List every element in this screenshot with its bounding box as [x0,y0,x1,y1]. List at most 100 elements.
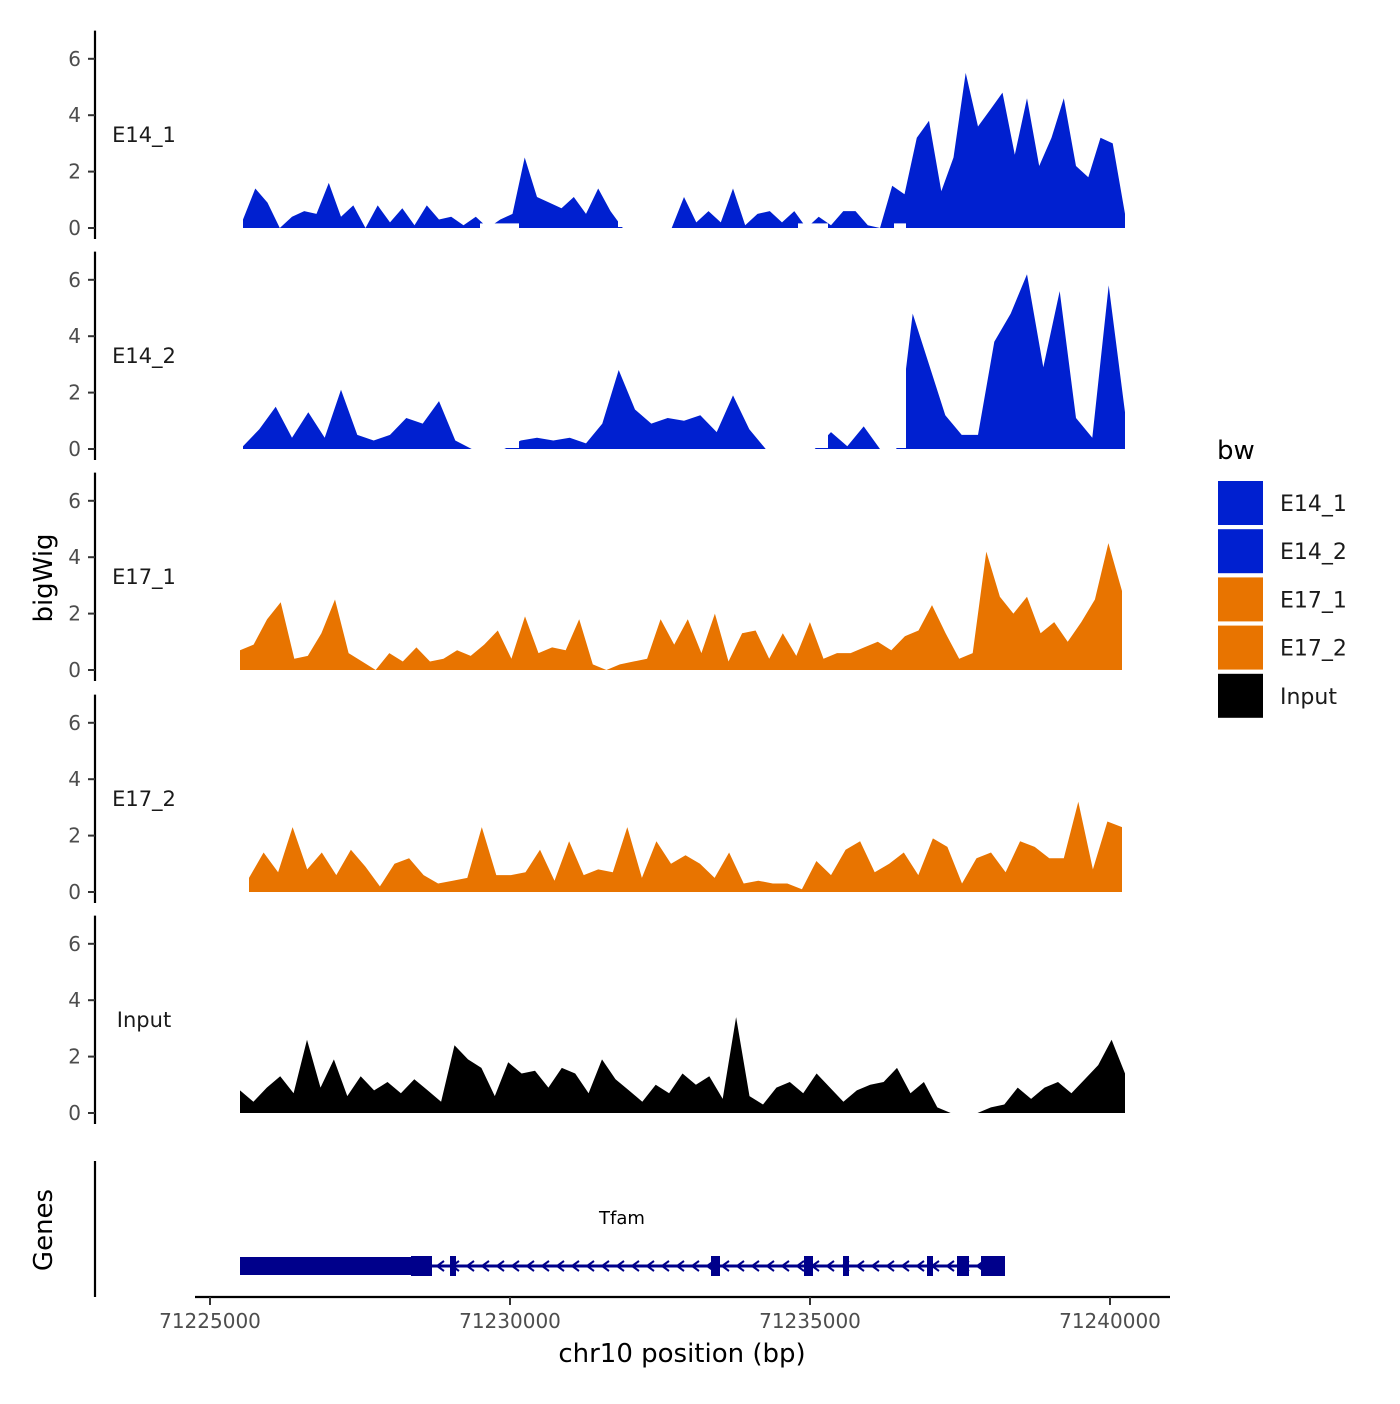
y-tick-label: 2 [68,824,81,848]
y-tick-label: 4 [68,324,81,348]
signal-area-input [240,1017,1125,1113]
strand-arrow [855,1260,865,1272]
legend-label-e17_1: E17_1 [1280,588,1347,613]
track-e14_2: 0 2 4 6 E14_2 [68,223,1125,461]
gene-exon [804,1256,813,1276]
legend-label-e17_2: E17_2 [1280,637,1347,662]
strand-arrow [795,1260,805,1272]
x-tick-label: 71230000 [459,1309,561,1333]
signal-area-e14_2 [243,274,1125,449]
coverage-gap [798,223,828,448]
legend-swatch-input [1218,673,1263,718]
y-tick-label: 2 [68,381,81,405]
strand-arrow [915,1260,925,1272]
strand-arrow [885,1260,895,1272]
gene-track: Tfam [240,1208,1005,1276]
y-tick-label: 4 [68,103,81,127]
track-label-e14_1: E14_1 [112,123,176,148]
strand-arrow [645,1260,655,1272]
track-e14_1: 0 2 4 6 E14_1 [68,2,1125,240]
y-tick-label: 2 [68,160,81,184]
gene-exon [981,1256,1005,1276]
coverage-gap [480,223,519,448]
track-e17_2: 0 2 4 6 E17_2 [68,694,1122,904]
strand-arrow [720,1260,730,1272]
strand-arrow [540,1260,550,1272]
track-label-input: Input [117,1008,171,1032]
strand-arrow [825,1260,835,1272]
strand-arrow [600,1260,610,1272]
strand-arrow [525,1260,535,1272]
signal-area-e17_2 [249,801,1122,892]
gene-exon [843,1256,849,1276]
strand-arrow [750,1260,760,1272]
legend-label-input: Input [1280,685,1337,710]
strand-arrow [780,1260,790,1272]
gene-exon [411,1256,432,1276]
y-tick-label: 4 [68,767,81,791]
gene-label: Tfam [598,1208,645,1229]
track-label-e14_2: E14_2 [112,344,176,369]
y-tick-label: 6 [68,489,81,513]
y-tick-label: 6 [68,47,81,71]
track-label-e17_1: E17_1 [112,565,176,590]
y-tick-label: 6 [68,711,81,735]
track-label-e17_2: E17_2 [112,787,176,812]
y-tick-label: 0 [68,437,81,461]
gene-exon [450,1256,456,1276]
genes-axis-title: Genes [29,1189,59,1271]
y-tick-label: 0 [68,658,81,682]
x-tick-label: 71235000 [759,1309,861,1333]
legend-label-e14_1: E14_1 [1280,492,1347,517]
y-tick-label: 4 [68,988,81,1012]
strand-arrow [435,1260,445,1272]
coverage-gap [618,2,648,228]
signal-tracks: 0 2 4 6 E14_1 0 2 4 6 E14_2 0 2 4 6 E17_1 0 2 4 6 E17_2 0 2 4 6… [68,2,1125,1125]
y-axis-title: bigWig [29,533,59,622]
y-tick-label: 4 [68,545,81,569]
strand-arrow [630,1260,640,1272]
legend-items: E14_1 E14_2 E17_1 E17_2 Input [1218,481,1347,718]
strand-arrow [765,1260,775,1272]
strand-arrow [615,1260,625,1272]
legend-swatch-e17_1 [1218,577,1263,622]
legend-label-e14_2: E14_2 [1280,540,1347,565]
legend-title: bw [1217,436,1255,466]
x-axis: 71225000 71230000 71235000 71240000 chr10 p… [159,1295,1170,1369]
strand-arrow [735,1260,745,1272]
gene-exon [957,1256,969,1276]
gene-utr-block [240,1257,420,1275]
legend: bw E14_1 E14_2 E17_1 E17_2 Input [1217,436,1347,718]
signal-area-e17_1 [240,543,1122,670]
legend-swatch-e17_2 [1218,625,1263,670]
signal-area-e14_1 [243,72,1125,229]
strand-arrow [465,1260,475,1272]
strand-arrow [900,1260,910,1272]
x-axis-title: chr10 position (bp) [558,1339,805,1369]
x-tick-label: 71225000 [159,1309,261,1333]
strand-arrow [480,1260,490,1272]
strand-arrow [945,1260,955,1272]
coverage-gap [894,223,906,448]
y-tick-label: 0 [68,216,81,240]
track-input: 0 2 4 6 Input [68,915,1125,1125]
gene-exon [927,1256,933,1276]
legend-swatch-e14_2 [1218,529,1263,574]
y-tick-label: 6 [68,268,81,292]
y-tick-label: 0 [68,1101,81,1125]
strand-arrow [495,1260,505,1272]
strand-arrow [510,1260,520,1272]
legend-swatch-e14_1 [1218,481,1263,525]
x-axis-ticks: 71225000 71230000 71235000 71240000 [159,1297,1161,1333]
strand-arrow [675,1260,685,1272]
strand-arrow [570,1260,580,1272]
strand-arrow [870,1260,880,1272]
gene-exon [711,1256,720,1276]
y-tick-label: 2 [68,602,81,626]
strand-arrow [555,1260,565,1272]
y-tick-label: 0 [68,880,81,904]
y-tick-label: 6 [68,932,81,956]
y-tick-label: 2 [68,1045,81,1069]
